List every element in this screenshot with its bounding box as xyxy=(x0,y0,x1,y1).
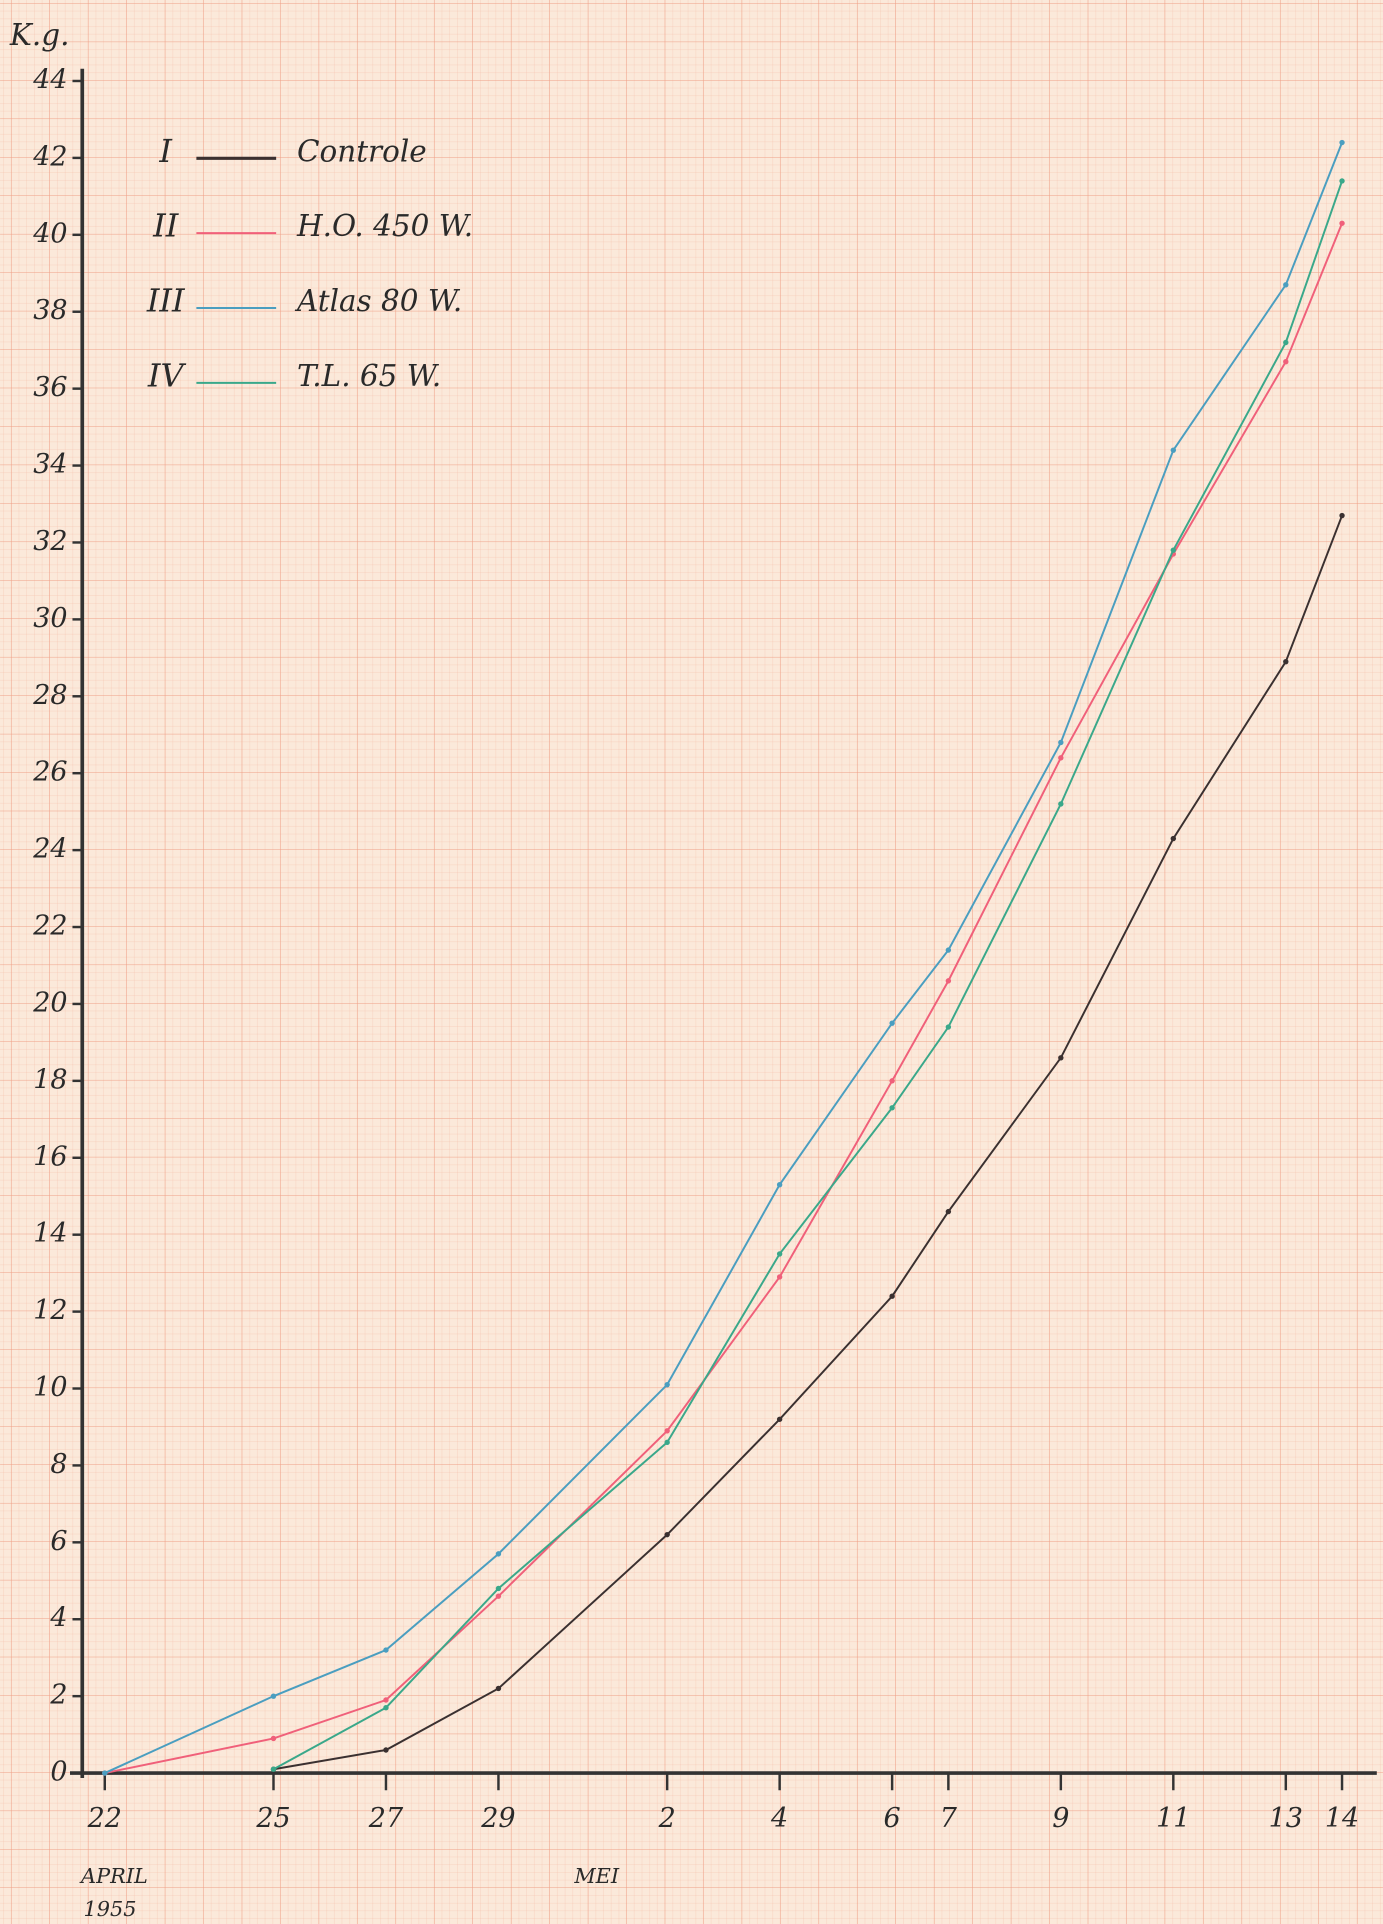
x-tick-label: 14 xyxy=(1325,1803,1359,1834)
x-tick-label: 9 xyxy=(1052,1803,1069,1834)
data-point xyxy=(383,1747,388,1752)
legend-numeral: I xyxy=(158,132,173,170)
y-tick-label: 38 xyxy=(33,295,67,326)
y-tick-label: 6 xyxy=(50,1526,67,1557)
legend-label: Atlas 80 W. xyxy=(294,284,462,318)
data-point xyxy=(946,1024,951,1029)
x-tick-label: 13 xyxy=(1269,1803,1303,1834)
x-tick-label: 4 xyxy=(770,1803,788,1834)
data-point xyxy=(496,1586,501,1591)
data-point xyxy=(777,1251,782,1256)
data-point xyxy=(1171,447,1176,452)
data-point xyxy=(777,1274,782,1279)
data-point xyxy=(889,1105,894,1110)
x-tick-label: 7 xyxy=(940,1803,958,1834)
data-point xyxy=(1171,547,1176,552)
data-point xyxy=(496,1593,501,1598)
data-point xyxy=(271,1693,276,1698)
y-tick-label: 8 xyxy=(50,1449,67,1480)
y-tick-label: 0 xyxy=(50,1757,67,1788)
data-point xyxy=(664,1382,669,1387)
x-tick-label: 6 xyxy=(884,1803,901,1834)
data-point xyxy=(664,1428,669,1433)
data-point xyxy=(946,947,951,952)
data-point xyxy=(383,1705,388,1710)
data-point xyxy=(946,1209,951,1214)
data-point xyxy=(383,1697,388,1702)
data-point xyxy=(102,1770,107,1775)
data-point xyxy=(271,1767,276,1772)
x-tick-label: 29 xyxy=(480,1803,515,1834)
y-axis-label: K.g. xyxy=(9,18,70,52)
x-tick-label: 22 xyxy=(87,1803,122,1834)
y-tick-label: 4 xyxy=(49,1603,67,1634)
legend-numeral: IV xyxy=(147,356,187,394)
y-tick-label: 22 xyxy=(32,911,67,942)
annotation: 1955 xyxy=(84,1897,137,1921)
y-tick-label: 26 xyxy=(32,757,67,788)
data-point xyxy=(664,1440,669,1445)
legend-numeral: II xyxy=(152,207,180,245)
annotation: APRIL xyxy=(79,1864,148,1888)
data-point xyxy=(889,1020,894,1025)
data-point xyxy=(1058,801,1063,806)
legend-label: Controle xyxy=(297,134,427,168)
y-tick-label: 2 xyxy=(49,1680,67,1711)
graph-paper xyxy=(0,0,1383,1924)
y-tick-label: 18 xyxy=(33,1064,67,1095)
legend-label: T.L. 65 W. xyxy=(297,359,441,393)
data-point xyxy=(496,1551,501,1556)
data-point xyxy=(271,1736,276,1741)
y-tick-label: 30 xyxy=(33,603,67,634)
page: K.g. APRIL 1955 MEI 02468101214161820222… xyxy=(0,0,1383,1924)
y-tick-label: 28 xyxy=(32,680,67,711)
data-point xyxy=(383,1647,388,1652)
data-point xyxy=(496,1686,501,1691)
y-tick-label: 20 xyxy=(32,987,67,1018)
legend-numeral: III xyxy=(146,282,186,320)
data-point xyxy=(889,1078,894,1083)
data-point xyxy=(1339,221,1344,226)
data-point xyxy=(1339,513,1344,518)
data-point xyxy=(1339,178,1344,183)
y-tick-label: 34 xyxy=(33,449,67,480)
data-point xyxy=(1283,282,1288,287)
data-point xyxy=(1283,659,1288,664)
data-point xyxy=(664,1532,669,1537)
chart: K.g. APRIL 1955 MEI 02468101214161820222… xyxy=(0,0,1383,1924)
data-point xyxy=(1283,340,1288,345)
y-tick-label: 40 xyxy=(32,218,67,249)
y-tick-label: 12 xyxy=(33,1295,67,1326)
y-tick-label: 44 xyxy=(32,64,67,95)
data-point xyxy=(889,1294,894,1299)
y-tick-label: 14 xyxy=(33,1218,67,1249)
x-tick-label: 25 xyxy=(255,1803,290,1834)
y-tick-label: 42 xyxy=(32,141,67,172)
x-tick-label: 2 xyxy=(658,1803,676,1834)
data-point xyxy=(1058,755,1063,760)
data-point xyxy=(946,978,951,983)
x-tick-label: 27 xyxy=(368,1803,404,1834)
data-point xyxy=(1339,140,1344,145)
legend-label: H.O. 450 W. xyxy=(296,209,473,243)
data-point xyxy=(1058,1055,1063,1060)
data-point xyxy=(777,1417,782,1422)
data-point xyxy=(1058,740,1063,745)
y-tick-label: 36 xyxy=(33,372,67,403)
x-tick-label: 11 xyxy=(1156,1803,1190,1834)
data-point xyxy=(1283,359,1288,364)
data-point xyxy=(777,1182,782,1187)
y-tick-label: 10 xyxy=(33,1372,67,1403)
y-tick-label: 24 xyxy=(32,834,67,865)
y-tick-label: 16 xyxy=(33,1141,67,1172)
annotation: MEI xyxy=(573,1864,620,1888)
y-tick-label: 32 xyxy=(33,526,67,557)
data-point xyxy=(1171,836,1176,841)
